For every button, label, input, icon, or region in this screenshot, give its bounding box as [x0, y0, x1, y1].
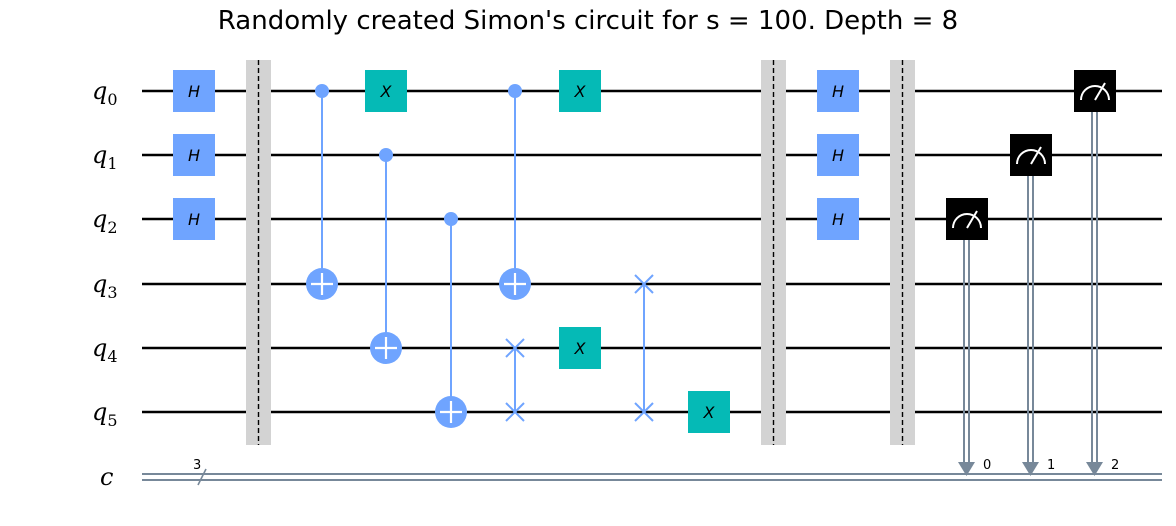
measure-q2: 0 — [946, 198, 991, 476]
qubit-label-q0: q0 — [92, 77, 118, 109]
x-gate-label: X — [574, 339, 587, 358]
x-gate-q5 — [688, 391, 730, 433]
h-gate-label: H — [832, 82, 844, 101]
measure-bit-label: 1 — [1047, 458, 1055, 473]
measure-bit-label: 2 — [1111, 458, 1119, 473]
measure-bit-label: 0 — [983, 458, 991, 473]
hadamard-layer-2: H H H — [817, 70, 859, 240]
target-icon — [370, 332, 402, 364]
qubit-label-q5: q5 — [92, 398, 118, 430]
barrier-2 — [761, 60, 786, 445]
control-dot — [508, 84, 522, 98]
h-gate-q0-end — [817, 70, 859, 112]
hadamard-layer-1: H H H — [173, 70, 215, 240]
target-icon — [435, 396, 467, 428]
circuit-title: Randomly created Simon's circuit for s =… — [217, 6, 959, 36]
control-dot — [315, 84, 329, 98]
measure-icon — [1080, 82, 1110, 101]
h-gate-label: H — [188, 146, 200, 165]
barrier-3 — [890, 60, 915, 445]
h-gate-label: H — [188, 82, 200, 101]
qubit-label-q3: q3 — [92, 270, 118, 302]
cnot-q0-q3 — [306, 84, 338, 300]
measure-q1: 1 — [1010, 134, 1055, 476]
qubit-label-q4: q4 — [92, 334, 118, 366]
h-gate-label: H — [832, 210, 844, 229]
swap-q4-q5 — [505, 338, 525, 422]
swap-q3-q5 — [634, 274, 654, 422]
h-gate-q1-start — [173, 134, 215, 176]
x-gate-label: X — [380, 82, 393, 101]
h-gate-q2-start — [173, 198, 215, 240]
x-gate-label: X — [574, 82, 587, 101]
swap-icon — [505, 402, 525, 422]
qubit-labels: q0 q1 q2 q3 q4 q5 c — [92, 77, 118, 491]
qubit-label-q1: q1 — [92, 141, 118, 173]
qubit-wires — [142, 89, 1162, 414]
classical-wire — [142, 473, 1162, 481]
classical-label-c: c — [100, 463, 113, 491]
swap-icon — [634, 274, 654, 294]
register-slash — [197, 468, 207, 486]
h-gate-label: H — [188, 210, 200, 229]
x-gate-q0-a — [365, 70, 407, 112]
qubit-label-q2: q2 — [92, 205, 118, 237]
measure-icon — [1016, 146, 1046, 165]
measure-q0: 2 — [1074, 70, 1119, 476]
target-icon — [499, 268, 531, 300]
cnot-q2-q5 — [435, 212, 467, 428]
h-gate-q2-end — [817, 198, 859, 240]
x-gate-q4 — [559, 327, 601, 369]
control-dot — [444, 212, 458, 226]
swap-icon — [505, 338, 525, 358]
measure-icon — [952, 210, 982, 229]
x-gate-q0-b — [559, 70, 601, 112]
classical-register-size: 3 — [193, 458, 201, 473]
barrier-1 — [246, 60, 271, 445]
cnot-q0-q3-second — [499, 84, 531, 300]
cnot-q1-q4 — [370, 148, 402, 364]
swap-icon — [634, 402, 654, 422]
h-gate-q1-end — [817, 134, 859, 176]
h-gate-label: H — [832, 146, 844, 165]
h-gate-q0-start — [173, 70, 215, 112]
control-dot — [379, 148, 393, 162]
x-gate-label: X — [703, 403, 716, 422]
barriers — [246, 60, 915, 445]
target-icon — [306, 268, 338, 300]
